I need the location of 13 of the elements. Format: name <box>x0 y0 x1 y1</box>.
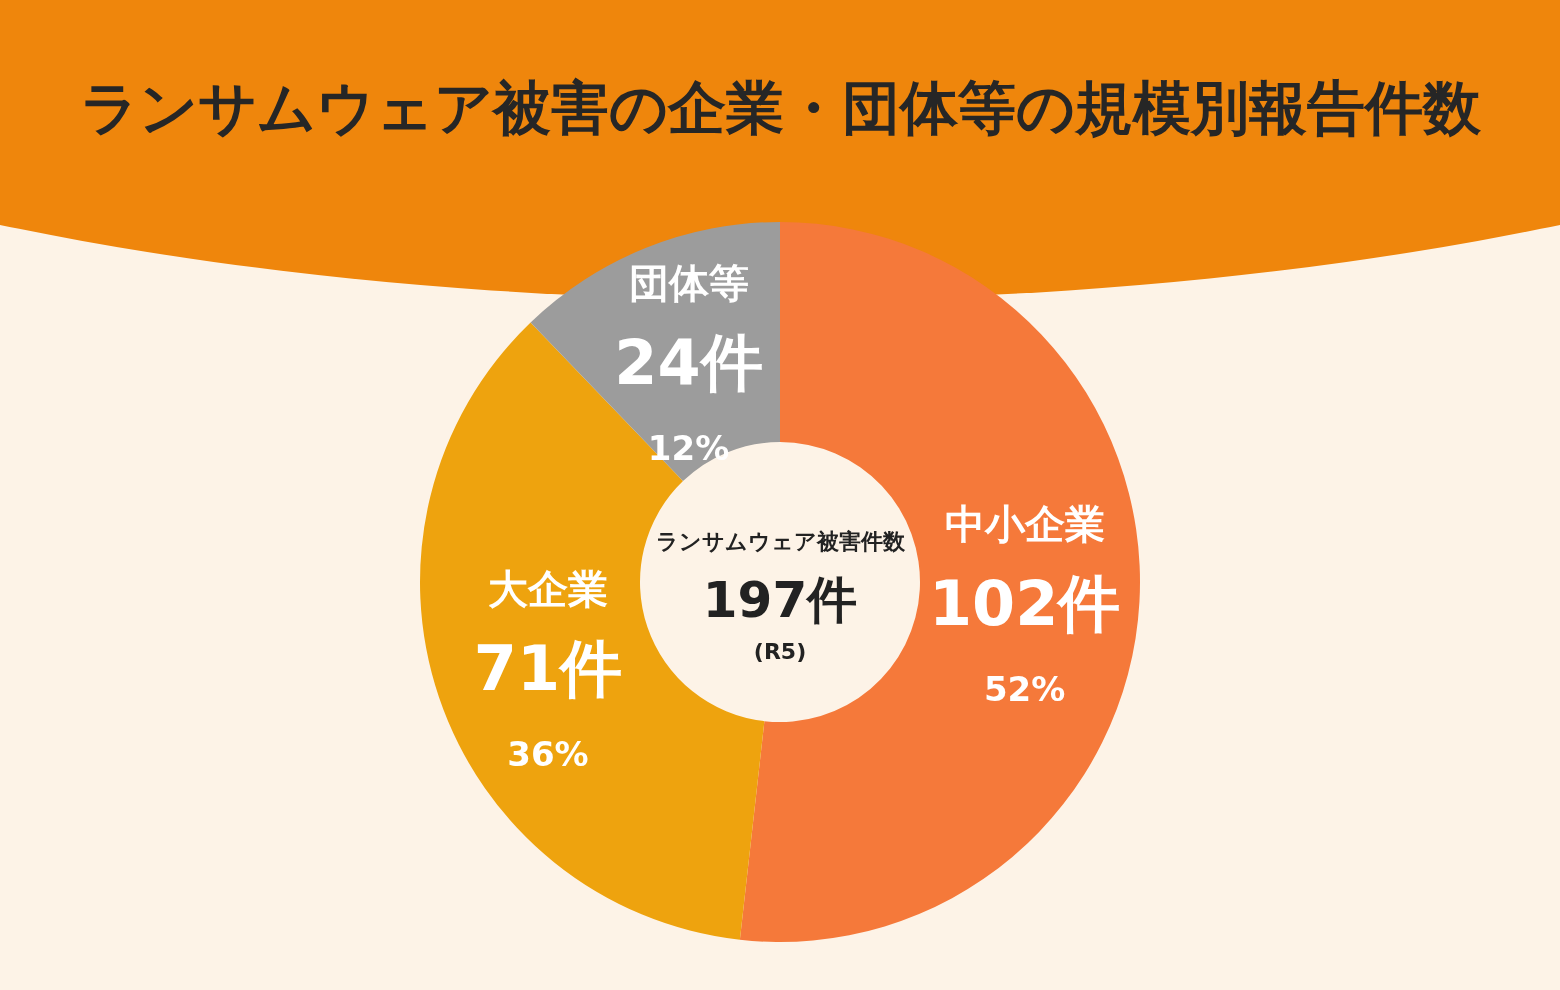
slice-label: 大企業 <box>487 565 608 612</box>
data-label: 102件 <box>928 566 1121 640</box>
text: 197件 <box>702 571 858 629</box>
text: 36% <box>507 733 589 774</box>
text: (R5) <box>753 639 807 664</box>
text: 12% <box>647 427 730 468</box>
data-label: 71件 <box>473 631 623 705</box>
data-label: 24件 <box>614 325 763 399</box>
slice-label: 団体等 <box>628 259 749 306</box>
text: 52% <box>983 668 1066 709</box>
chart-title: ランサムウェア被害の企業・団体等の規模別報告件数 <box>78 73 1482 144</box>
slice-label: 中小企業 <box>944 500 1105 547</box>
text: ランサムウェア被害件数 <box>655 529 906 554</box>
